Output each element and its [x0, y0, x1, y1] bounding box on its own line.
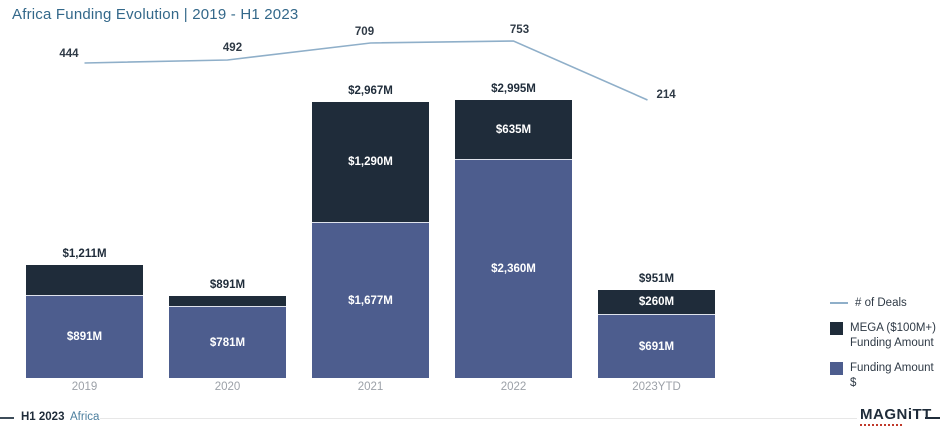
legend-deals-label: # of Deals	[855, 297, 907, 309]
bar-segment-mega-2022: $635M	[455, 100, 572, 159]
bar-total-label-2020: $891M	[209, 279, 246, 291]
mega-value-label: $1,290M	[348, 156, 393, 168]
deals-line-swatch-icon	[830, 302, 848, 304]
bar-total-label-2019: $1,211M	[62, 248, 107, 260]
legend-item-deals: # of Deals	[830, 296, 940, 310]
funding-value-label: $891M	[66, 331, 103, 343]
x-axis-label-2019: 2019	[71, 381, 98, 393]
legend-mega-label: MEGA ($100M+) Funding Amount	[850, 321, 936, 350]
bar-total-label-2022: $2,995M	[491, 83, 536, 95]
x-axis-label-2023YTD: 2023YTD	[632, 381, 681, 393]
mega-value-label: $260M	[638, 296, 675, 308]
mega-value-label: $635M	[495, 123, 532, 136]
footer-left-dash	[0, 417, 14, 419]
legend-item-funding: Funding Amount $	[830, 361, 940, 390]
legend-item-mega: MEGA ($100M+) Funding Amount	[830, 321, 940, 350]
bar-segment-funding-2020: $781M	[169, 306, 286, 378]
bar-segment-funding-2019: $891M	[26, 295, 143, 378]
bar-segment-mega-2020	[169, 296, 286, 306]
footer-divider-line	[100, 418, 857, 419]
deals-value-label-2020: 492	[223, 42, 242, 54]
page-title: Africa Funding Evolution | 2019 - H1 202…	[12, 6, 299, 23]
legend-funding-label: Funding Amount $	[850, 362, 934, 389]
magnitt-logo: MAGNiTT	[860, 406, 932, 426]
bar-total-label-2023YTD: $951M	[638, 273, 675, 285]
funding-value-label: $1,677M	[348, 294, 393, 307]
logo-red-dotted-underline	[860, 424, 902, 426]
funding-swatch-icon	[830, 362, 843, 376]
bar-segment-mega-2023YTD: $260M	[598, 290, 715, 314]
bar-segment-funding-2023YTD: $691M	[598, 314, 715, 378]
bar-segment-mega-2019	[26, 265, 143, 295]
x-axis-label-2021: 2021	[357, 381, 384, 393]
deals-value-label-2019: 444	[59, 48, 79, 60]
magnitt-logo-text: MAGNiTT	[860, 406, 932, 423]
x-axis-label-2022: 2022	[500, 381, 527, 393]
deals-value-label-2021: 709	[355, 26, 374, 38]
funding-value-label: $2,360M	[491, 263, 536, 275]
bar-segment-funding-2021: $1,677M	[312, 222, 429, 378]
bar-segment-funding-2022: $2,360M	[455, 159, 572, 378]
funding-value-label: $781M	[209, 336, 246, 349]
footer-region: Africa	[70, 411, 100, 423]
legend-mega-line2: Funding Amount	[850, 336, 934, 349]
bar-total-label-2021: $2,967M	[348, 85, 393, 97]
funding-value-label: $691M	[638, 340, 675, 353]
deals-value-label-2022: 753	[510, 24, 529, 36]
x-axis-label-2020: 2020	[214, 381, 241, 393]
footer-right-dash	[925, 417, 940, 419]
footer: H1 2023 Africa MAGNiTT	[0, 404, 940, 438]
footer-period: H1 2023	[21, 411, 65, 423]
legend-mega-line1: MEGA ($100M+)	[850, 322, 936, 335]
bar-segment-mega-2021: $1,290M	[312, 102, 429, 222]
deals-value-label-2023YTD: 214	[657, 89, 677, 101]
chart-legend: # of Deals MEGA ($100M+) Funding Amount …	[830, 296, 940, 390]
mega-swatch-icon	[830, 322, 843, 336]
